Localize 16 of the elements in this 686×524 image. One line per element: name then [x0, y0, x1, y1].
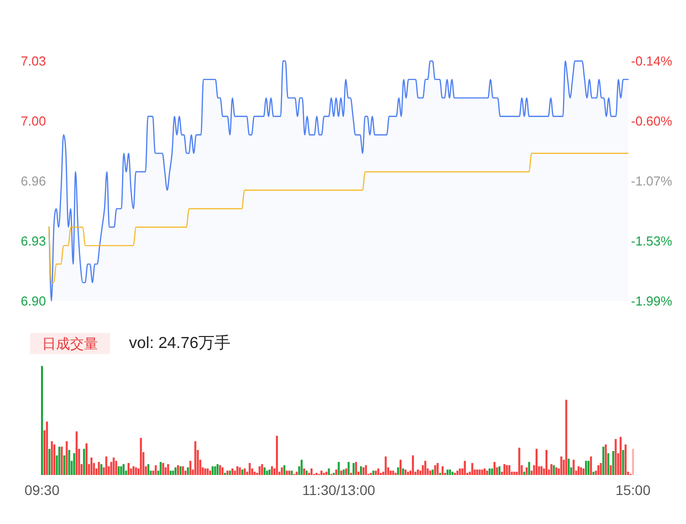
y-tick-label: 7.03 [20, 54, 46, 68]
chart-subtitle: vol: 24.76万手 [129, 334, 230, 352]
y-tick-label: 7.00 [20, 114, 46, 128]
y-tick-label: 6.96 [20, 174, 46, 188]
y2-tick-label: -1.99% [631, 294, 673, 308]
y2-tick-label: -1.07% [631, 174, 673, 188]
y2-tick-label: -0.60% [631, 114, 673, 128]
x-tick-label: 15:00 [615, 482, 651, 498]
y-tick-label: 6.90 [20, 294, 46, 308]
y2-tick-label: -1.53% [631, 234, 673, 248]
y2-tick-label: -0.14% [631, 54, 673, 68]
x-tick-label: 11:30/13:00 [302, 482, 376, 498]
line-series [48, 152, 629, 284]
y-tick-label: 6.93 [20, 234, 46, 248]
x-tick-label: 09:30 [24, 482, 60, 498]
chart-title: 日成交量 [42, 336, 98, 352]
